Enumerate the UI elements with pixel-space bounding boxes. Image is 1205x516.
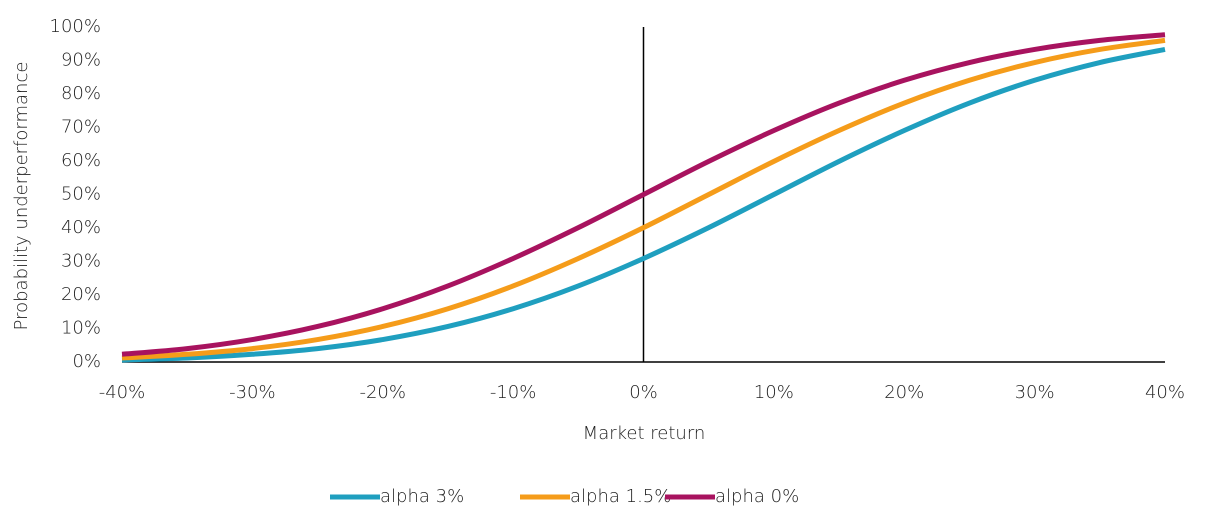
y-tick-label: 80%	[61, 83, 101, 104]
y-tick-label: 40%	[61, 217, 101, 238]
x-tick-label: -10%	[490, 382, 537, 403]
y-tick-label: 20%	[61, 284, 101, 305]
legend-label: alpha 0%	[715, 486, 799, 507]
y-tick-label: 90%	[61, 50, 101, 71]
x-tick-label: 0%	[629, 382, 658, 403]
y-axis-title: Probability underperformance	[11, 62, 32, 331]
series-line	[121, 32, 1166, 357]
y-tick-label: 100%	[50, 16, 101, 37]
x-tick-label: 20%	[884, 382, 924, 403]
x-tick-label: -20%	[359, 382, 406, 403]
y-tick-label: 70%	[61, 117, 101, 138]
y-tick-label: 10%	[61, 318, 101, 339]
legend-label: alpha 3%	[380, 486, 464, 507]
x-axis-title: Market return	[583, 423, 706, 444]
x-tick-label: 30%	[1015, 382, 1055, 403]
legend-label: alpha 1.5%	[570, 486, 671, 507]
y-tick-label: 30%	[61, 251, 101, 272]
y-tick-label: 60%	[61, 150, 101, 171]
x-tick-label: 10%	[754, 382, 794, 403]
x-tick-label: -40%	[99, 382, 146, 403]
series-line	[121, 46, 1166, 363]
x-tick-label: -30%	[229, 382, 276, 403]
y-tick-label: 0%	[72, 351, 101, 372]
y-tick-label: 50%	[61, 184, 101, 205]
series-line	[121, 37, 1166, 361]
x-tick-label: 40%	[1145, 382, 1185, 403]
